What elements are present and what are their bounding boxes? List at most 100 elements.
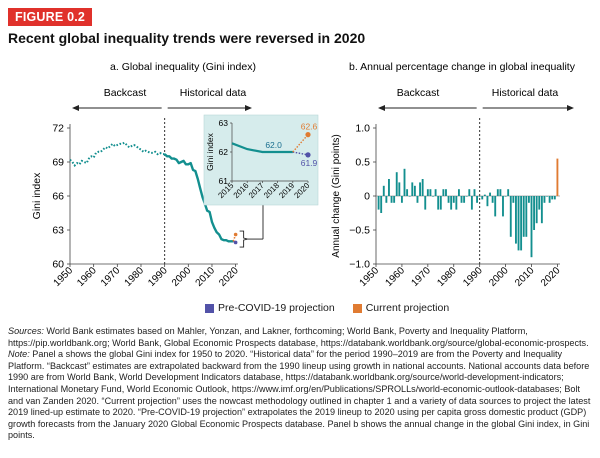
panel-b-bar	[499, 189, 502, 196]
panel-a-inset-label-2019: 62.0	[265, 140, 282, 150]
panel-b-bar	[553, 196, 556, 200]
legend-item-current: Current projection	[352, 302, 449, 314]
panel-b-bar	[390, 196, 393, 203]
panel-b-bar	[509, 196, 512, 237]
panel-b-bar	[546, 196, 548, 197]
legend-label-pre-covid: Pre-COVID-19 projection	[218, 302, 335, 314]
panel-b-bar	[504, 196, 507, 197]
panel-b-bar	[502, 196, 504, 217]
panel-b-bar	[393, 196, 396, 203]
panel-a-inset-series	[231, 142, 293, 154]
legend-swatch-current	[352, 303, 362, 313]
panel-b-bar	[507, 189, 510, 196]
panel-b-bar	[437, 196, 440, 210]
panel-b-bar	[458, 189, 460, 196]
panel-a-precovid-point	[233, 240, 238, 245]
panel-a-inset-ytick-label: 63	[219, 118, 229, 128]
legend-swatch-pre-covid	[205, 303, 214, 313]
panel-b-bar	[382, 185, 385, 196]
panel-b-region-arrows	[378, 105, 574, 111]
panel-b: b. Annual percentage change in global in…	[331, 61, 576, 289]
panel-b-ytick-label: −0.5	[349, 225, 370, 237]
panel-b-bar	[535, 196, 538, 224]
panel-b-bar	[400, 196, 403, 203]
panel-a-inset-current-point	[305, 132, 311, 138]
panel-a-inset-label-precovid: 61.9	[301, 158, 318, 168]
sources-paragraph: Sources: World Bank estimates based on M…	[8, 326, 594, 349]
panel-b-bar	[380, 196, 383, 213]
panel-b-bar	[403, 168, 406, 196]
panel-b-bar	[489, 192, 491, 196]
panel-b-bar	[512, 196, 515, 203]
panel-a-inset-ytick-label: 62	[219, 147, 229, 157]
panel-b-arrowhead-left	[378, 105, 385, 111]
panel-b-xtick-label: 1980	[435, 265, 459, 289]
panel-b-bar	[421, 179, 424, 196]
panel-b-bar	[496, 189, 499, 196]
panel-b-bar	[419, 182, 421, 196]
panel-a-inset-precovid-point	[305, 152, 311, 158]
panel-a-ytick-label: 69	[52, 157, 64, 169]
charts-canvas: a. Global inequality (Gini index) Backca…	[31, 61, 576, 289]
panel-b-bar	[463, 196, 466, 203]
panel-a-backcast-label: Backcast	[104, 87, 147, 99]
panel-a-marks	[69, 141, 264, 248]
panel-a: a. Global inequality (Gini index) Backca…	[31, 61, 319, 289]
panel-a-inset-ylabel: Gini index	[205, 132, 215, 171]
panel-b-bar	[533, 196, 536, 230]
note-label: Note:	[8, 349, 30, 360]
panel-b-ytick-label: 0	[364, 191, 370, 203]
panel-a-callout-bracket	[239, 230, 248, 248]
panel-b-ylabel: Annual change (Gini points)	[331, 134, 342, 257]
panel-a-ylabel: Gini index	[31, 172, 43, 219]
panel-a-ytick-label: 63	[52, 225, 64, 237]
panel-b-bar	[483, 194, 486, 196]
panel-b-bar	[527, 196, 530, 203]
panel-b-bar	[465, 196, 468, 197]
panel-b-xtick-label: 1970	[409, 265, 433, 289]
panel-a-inset-current-line	[292, 134, 309, 153]
panel-b-bar	[470, 196, 473, 210]
panel-a-arrowhead-left	[72, 105, 79, 111]
panel-b-bar	[515, 196, 517, 244]
panel-b-ytick-label: 1.0	[355, 123, 370, 135]
note-paragraph: Note: Panel a shows the global Gini inde…	[8, 349, 594, 442]
panel-b-bar	[491, 196, 494, 203]
figure-title: Recent global inequality trends were rev…	[8, 30, 366, 46]
panel-b-xtick-label: 1990	[461, 265, 485, 289]
panel-b-bar	[551, 196, 554, 200]
panel-b-bar	[481, 196, 484, 200]
panel-b-xtick-label: 2020	[539, 265, 563, 289]
panel-a-series-historical	[163, 153, 234, 243]
panel-b-bar	[424, 196, 427, 210]
panel-b-ytick-label: −1.0	[349, 259, 370, 271]
panel-b-bar	[439, 196, 442, 210]
figure-notes: Sources: World Bank estimates based on M…	[8, 326, 594, 442]
panel-b-bar	[377, 196, 380, 210]
panel-b-marks	[377, 158, 559, 258]
panel-b-bar	[522, 196, 525, 237]
panel-a-region-arrows	[72, 105, 252, 111]
panel-b-bar	[452, 196, 455, 203]
panel-b-bar	[548, 196, 551, 203]
panel-b-current-projection-bar	[556, 158, 559, 196]
panel-a-inset-ytick-label: 61	[219, 176, 229, 186]
panel-b-bar	[447, 196, 450, 203]
sources-label: Sources:	[8, 326, 44, 336]
panel-b-xtick-label: 1960	[384, 265, 408, 289]
panel-b-bar	[429, 189, 432, 196]
panel-b-bar	[517, 196, 520, 251]
panel-b-title: b. Annual percentage change in global in…	[349, 61, 576, 73]
panel-a-xtick-label: 2010	[194, 265, 218, 289]
panel-b-bar	[408, 196, 411, 197]
note-text: Panel a shows the global Gini index for …	[8, 349, 591, 441]
panel-b-bar	[434, 189, 437, 196]
panel-b-bar	[540, 196, 543, 224]
panel-b-bar	[416, 196, 419, 203]
panel-a-ytick-label: 66	[52, 191, 64, 203]
sources-text: World Bank estimates based on Mahler, Yo…	[8, 326, 589, 348]
panel-b-xtick-label: 2000	[487, 265, 511, 289]
figure-badge: FIGURE 0.2	[8, 8, 93, 26]
panel-b-arrowhead-right	[567, 105, 574, 111]
